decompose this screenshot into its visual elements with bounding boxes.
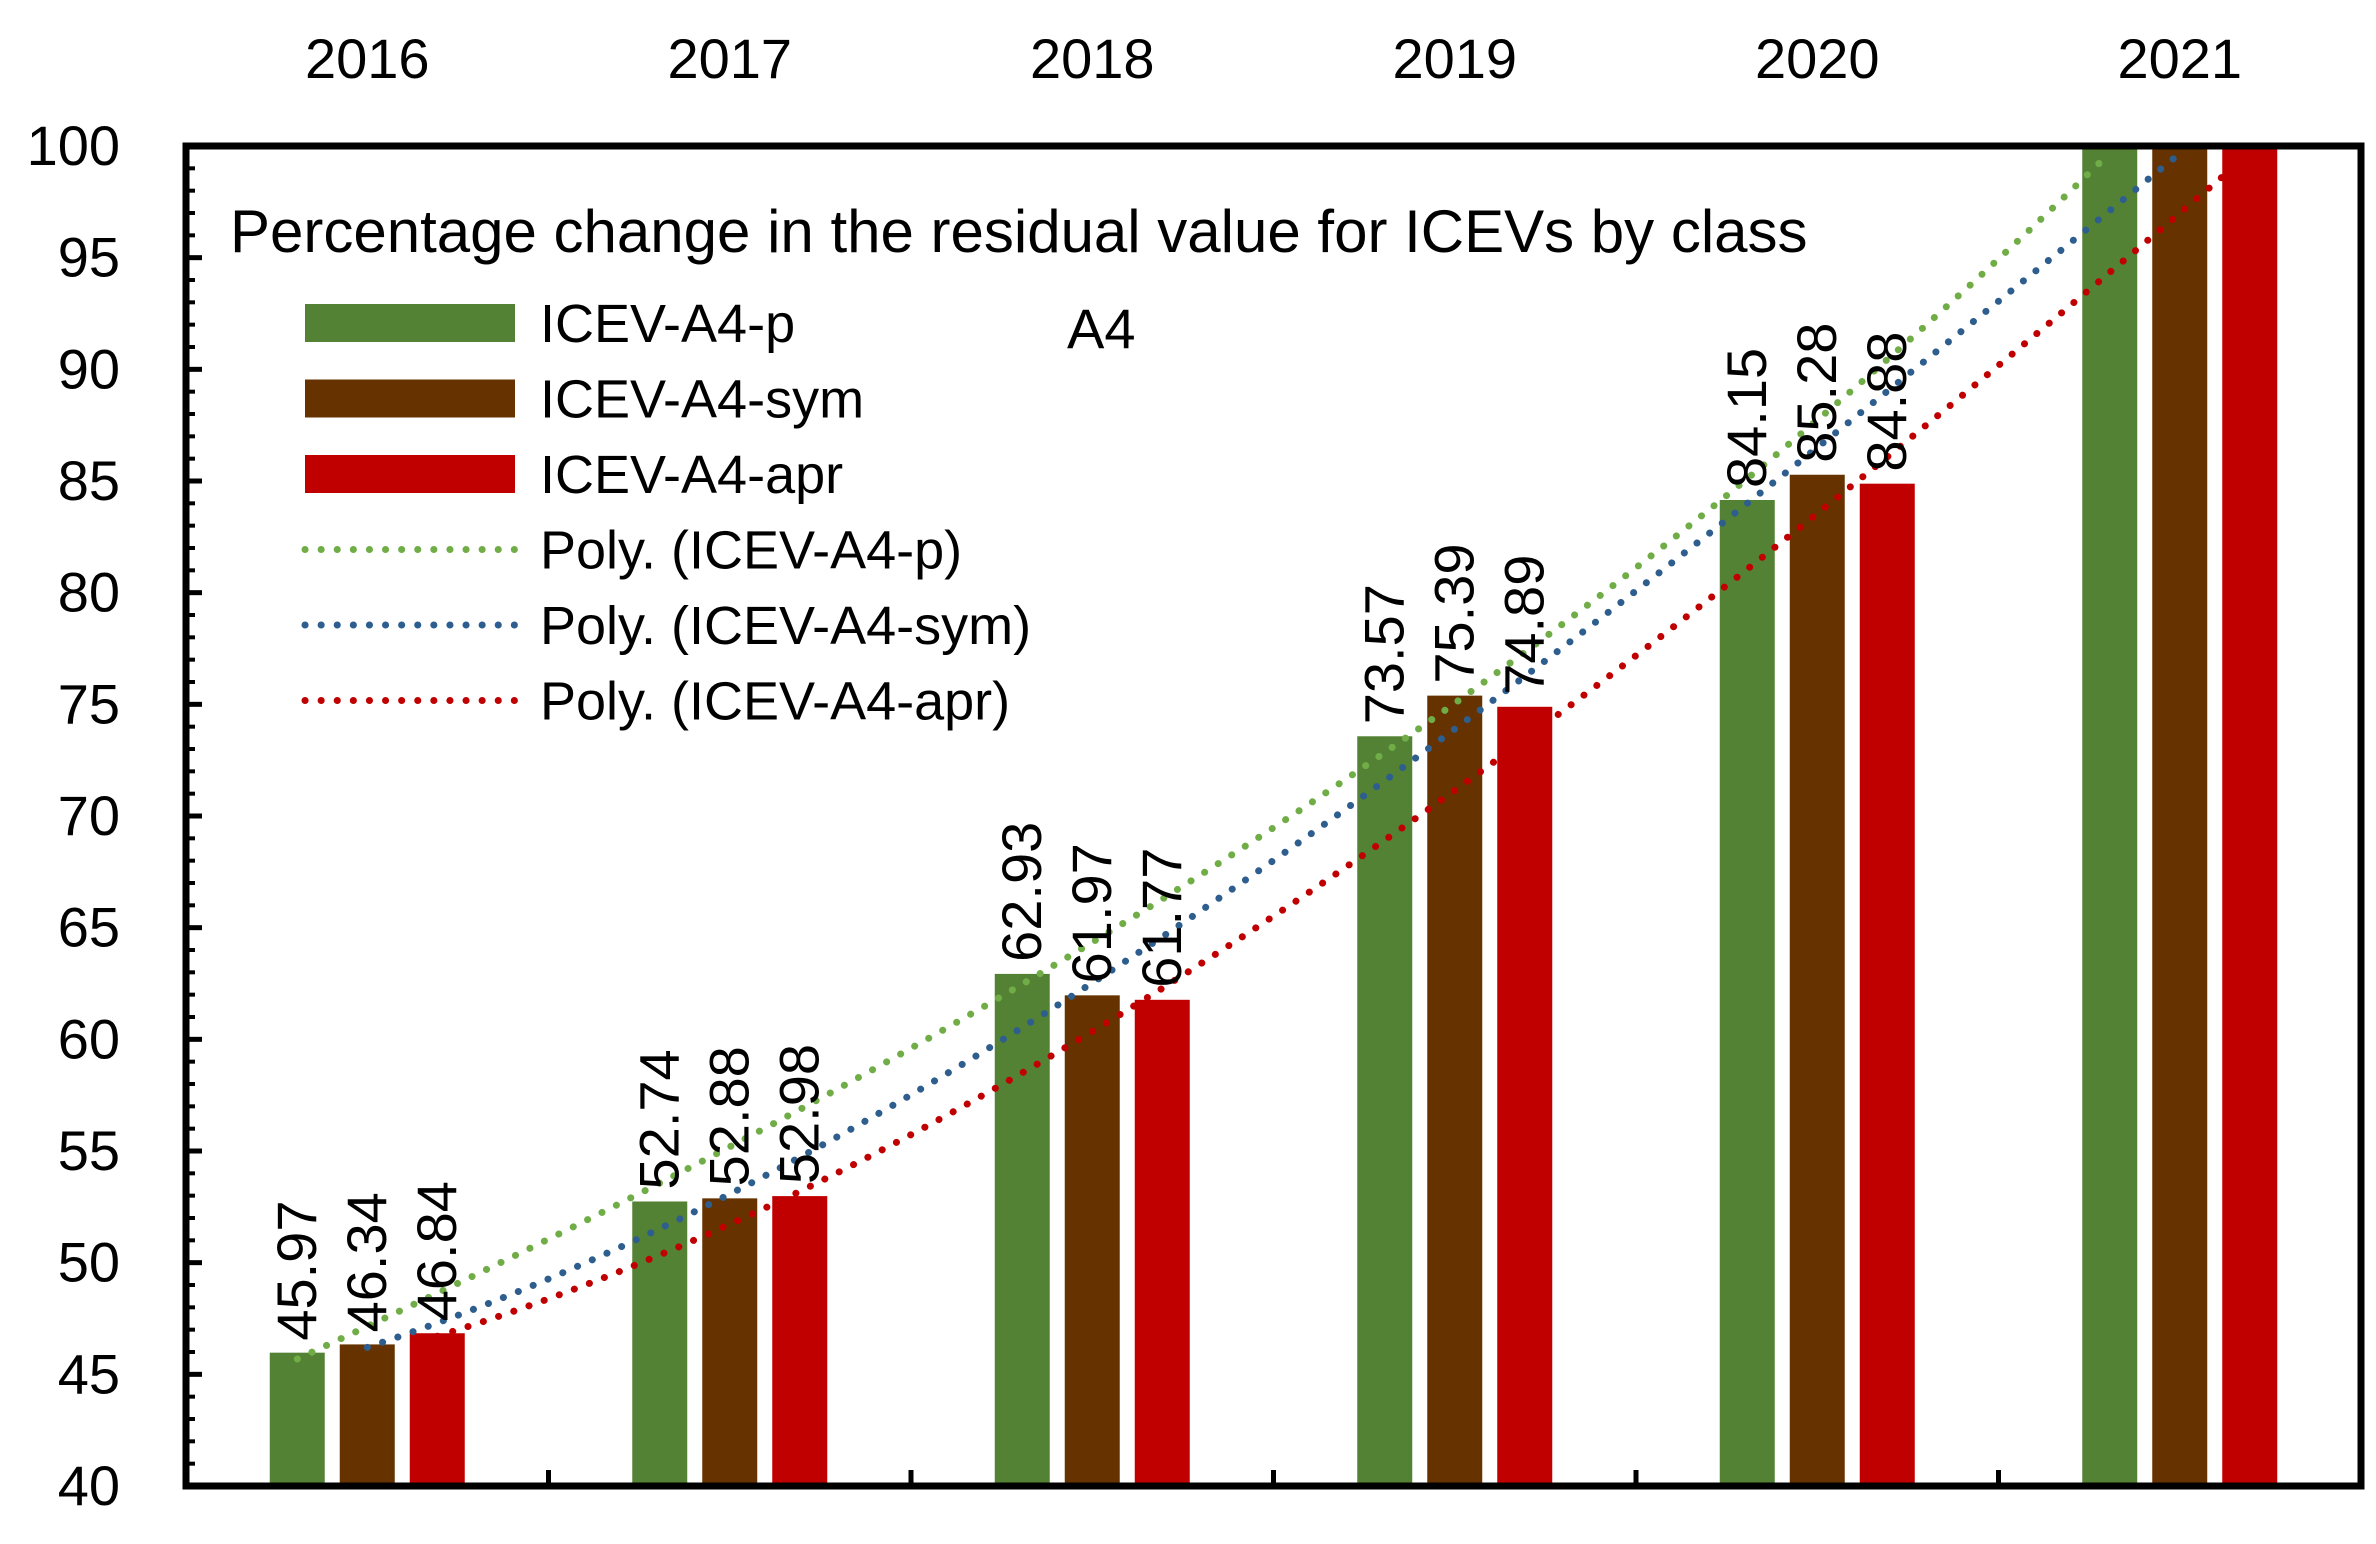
y-tick-label: 90: [58, 337, 120, 400]
bar-icev-a4-apr: [409, 1333, 465, 1486]
legend-swatch: [305, 455, 515, 493]
data-labels: 45.97 52.74 62.93 73.57 84.15 46.34 52.88 61.97…: [265, 323, 1918, 1341]
class-annotation: A4: [1067, 297, 1136, 360]
legend-label: Poly. (ICEV-A4-p): [540, 521, 962, 581]
bar-icev-a4-apr: [772, 1196, 828, 1486]
y-tick-label: 55: [58, 1119, 120, 1182]
legend: ICEV-A4-p ICEV-A4-sym ICEV-A4-apr Poly. (IC…: [301, 294, 1031, 732]
bar-icev-a4-apr: [1497, 706, 1553, 1486]
bar-icev-a4-sym: [339, 1344, 395, 1486]
plot-area-frame: [182, 142, 2365, 1490]
bar-icev-a4-sym: [1789, 474, 1845, 1486]
bar-icev-a4-p: [1357, 736, 1413, 1486]
bar-icev-a4-sym: [2152, 146, 2208, 1486]
y-tick-label: 75: [58, 672, 120, 735]
y-tick-label: 85: [58, 449, 120, 512]
bar-icev-a4-p: [2082, 146, 2138, 1486]
legend-label: ICEV-A4-apr: [540, 445, 843, 505]
trendline-icev-a4-sym: [363, 150, 2184, 1351]
legend-label: Poly. (ICEV-A4-sym): [540, 596, 1031, 656]
y-tick-label: 100: [27, 114, 120, 177]
bar-icev-a4-apr: [2222, 146, 2278, 1486]
bar-icev-a4-apr: [1859, 483, 1915, 1486]
y-tick-label: 50: [58, 1231, 120, 1294]
category-label: 2016: [305, 27, 430, 90]
y-tick-label: 40: [58, 1454, 120, 1517]
y-tick-label: 45: [58, 1342, 120, 1405]
data-label: 75.39: [1423, 543, 1486, 683]
y-tick-label: 60: [58, 1007, 120, 1070]
data-label: 62.93: [990, 822, 1053, 962]
y-tick-label: 65: [58, 896, 120, 959]
data-label: 85.28: [1785, 323, 1848, 463]
legend-label: ICEV-A4-sym: [540, 370, 864, 430]
legend-swatch: [305, 304, 515, 342]
trendlines: [293, 149, 2254, 1363]
bar-icev-a4-sym: [1064, 995, 1120, 1486]
bar-icev-a4-p: [269, 1352, 325, 1486]
category-label: 2018: [1030, 27, 1155, 90]
trendline-icev-a4-apr: [433, 150, 2254, 1340]
bar-icev-a4-sym: [1427, 695, 1483, 1486]
y-axis-ticks: 40 45 50 55 60 65 70 75 80 85 90 95 100: [27, 114, 2001, 1517]
category-labels: 2016 2017 2018 2019 2020 2021: [305, 27, 2242, 90]
data-label: 74.89: [1493, 555, 1556, 695]
bar-icev-a4-p: [994, 973, 1050, 1486]
data-label: 52.88: [698, 1046, 761, 1186]
data-label: 84.15: [1715, 348, 1778, 488]
category-label: 2021: [2117, 27, 2242, 90]
category-label: 2019: [1392, 27, 1517, 90]
bars: [269, 146, 2278, 1486]
bar-icev-a4-apr: [1134, 999, 1190, 1486]
trendline-icev-a4-p: [293, 149, 2114, 1363]
y-tick-label: 80: [58, 561, 120, 624]
category-label: 2017: [667, 27, 792, 90]
data-label: 46.34: [335, 1192, 398, 1332]
data-label: 52.98: [768, 1044, 831, 1184]
legend-label: Poly. (ICEV-A4-apr): [540, 672, 1010, 732]
legend-swatch: [305, 379, 515, 418]
y-tick-label: 70: [58, 784, 120, 847]
data-label: 52.74: [628, 1049, 691, 1189]
data-label: 84.88: [1855, 332, 1918, 472]
y-tick-label: 95: [58, 226, 120, 289]
bar-icev-a4-sym: [702, 1198, 758, 1486]
data-label: 46.84: [405, 1181, 468, 1321]
category-label: 2020: [1755, 27, 1880, 90]
data-label: 61.77: [1130, 848, 1193, 988]
data-label: 73.57: [1353, 584, 1416, 724]
legend-label: ICEV-A4-p: [540, 294, 795, 354]
bar-icev-a4-p: [1719, 499, 1775, 1486]
data-label: 45.97: [265, 1201, 328, 1341]
data-label: 61.97: [1060, 843, 1123, 983]
chart-title: Percentage change in the residual value …: [230, 198, 1808, 265]
